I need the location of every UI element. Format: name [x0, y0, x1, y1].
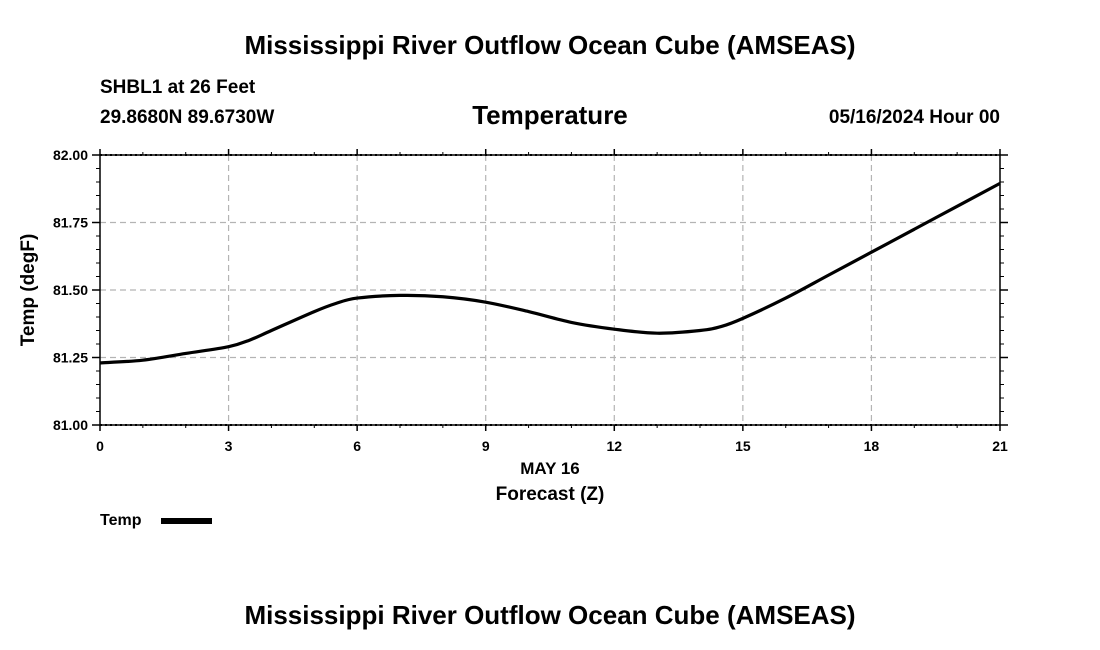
x-sublabel: MAY 16	[520, 459, 580, 478]
y-tick-label: 81.25	[53, 350, 88, 366]
x-tick-label: 9	[482, 438, 490, 454]
temp-series-line	[99, 181, 1001, 365]
x-tick-label: 18	[864, 438, 880, 454]
footer-title: Mississippi River Outflow Ocean Cube (AM…	[244, 600, 856, 630]
x-tick-label: 6	[353, 438, 361, 454]
x-tick-label: 0	[96, 438, 104, 454]
x-tick-label: 12	[606, 438, 622, 454]
temperature-chart: 0 3 6 9 12 15 18 21 81.00 81.25 81.50 81.75 82.00 MA…	[18, 147, 1008, 529]
grid-lines	[100, 155, 1000, 425]
y-tick-label: 81.00	[53, 417, 88, 433]
station-label: SHBL1 at 26 Feet	[100, 77, 256, 98]
tick-labels: 0 3 6 9 12 15 18 21 81.00 81.25 81.50 81.75 82.00	[53, 147, 1008, 454]
y-tick-label: 82.00	[53, 147, 88, 163]
x-axis-label: Forecast (Z)	[496, 484, 605, 505]
forecast-datetime: 05/16/2024 Hour 00	[828, 107, 1000, 128]
legend-label: Temp	[100, 512, 142, 529]
chart-title: Temperature	[472, 100, 628, 130]
x-tick-label: 15	[735, 438, 751, 454]
x-tick-label: 21	[992, 438, 1008, 454]
x-tick-label: 3	[225, 438, 233, 454]
y-tick-label: 81.50	[53, 282, 88, 298]
y-axis-label: Temp (degF)	[18, 234, 39, 347]
y-tick-label: 81.75	[53, 215, 88, 231]
coordinates-label: 29.8680N 89.6730W	[100, 107, 275, 128]
page-title: Mississippi River Outflow Ocean Cube (AM…	[244, 30, 856, 60]
